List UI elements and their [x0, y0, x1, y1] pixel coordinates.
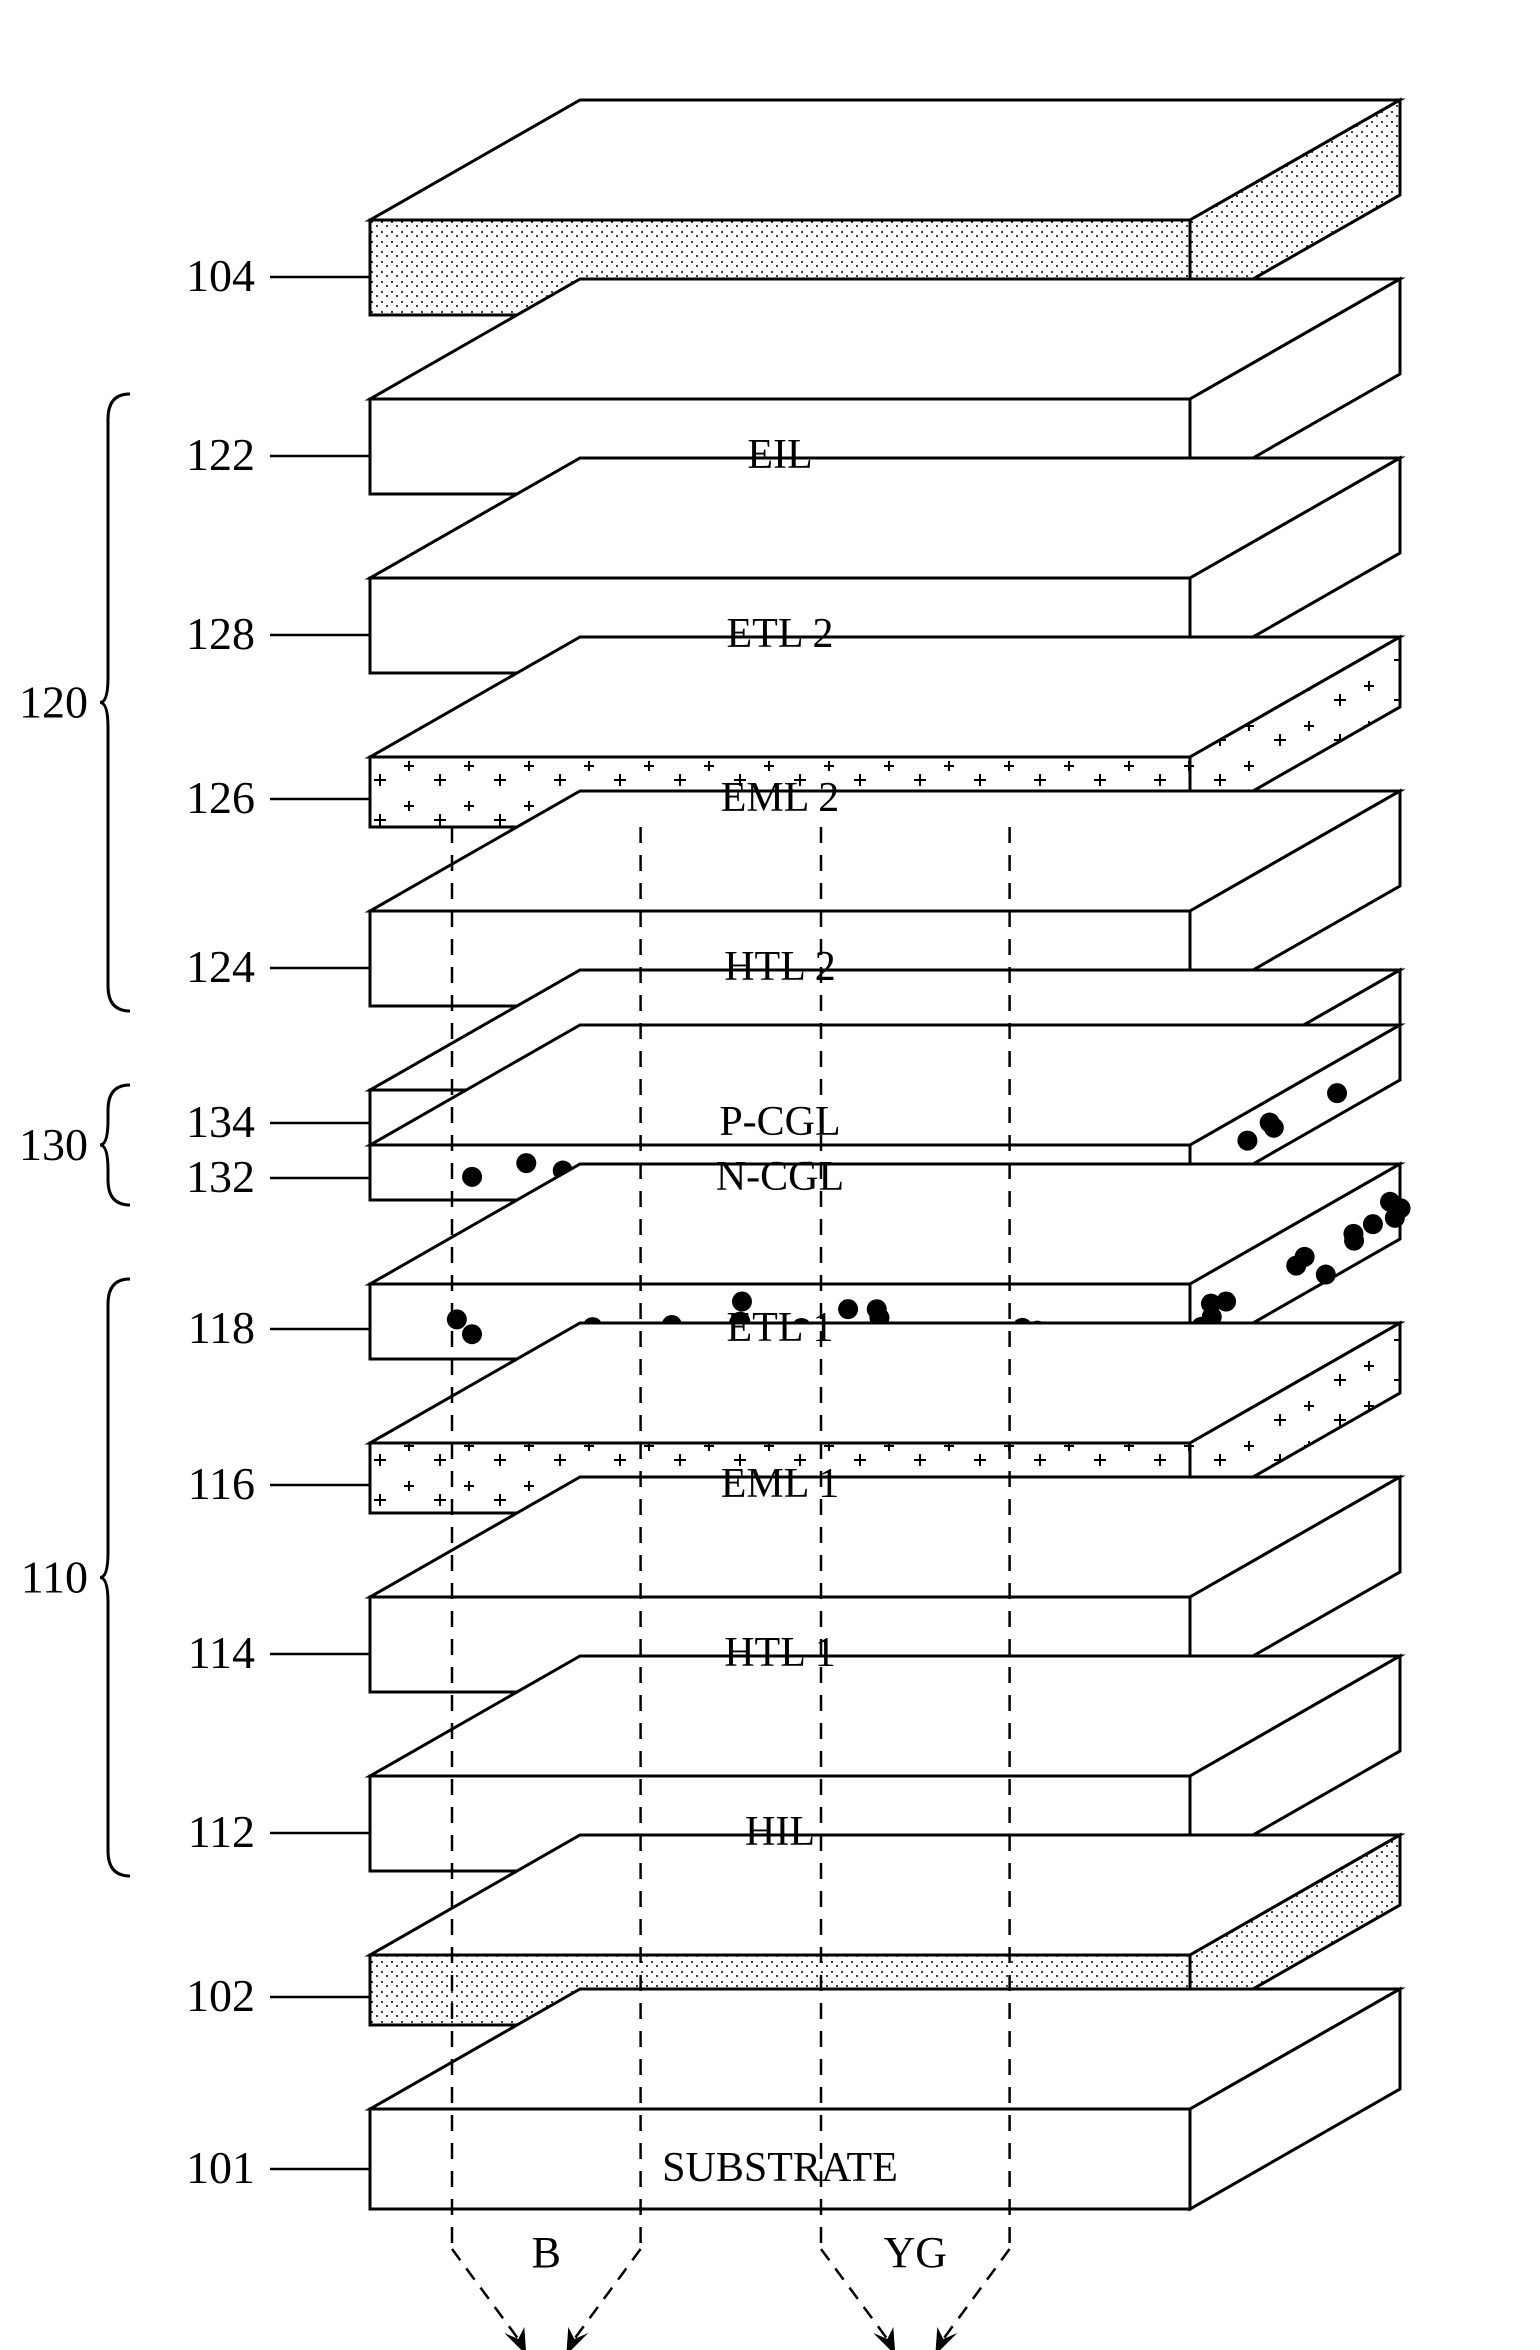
bottom-marker-YG: YG — [884, 2228, 948, 2277]
brace-120 — [100, 394, 130, 1011]
group-ref-120: 120 — [19, 677, 88, 728]
ref-122: 122 — [186, 429, 255, 480]
brace-110 — [100, 1279, 130, 1876]
layer-label-118: ETL 1 — [727, 1305, 834, 1351]
layer-label-132: N-CGL — [716, 1154, 844, 1200]
layer-label-112: HIL — [745, 1809, 815, 1855]
group-ref-130: 130 — [19, 1119, 88, 1170]
bottom-marker-B: B — [532, 2228, 561, 2277]
ref-102: 102 — [186, 1970, 255, 2021]
ref-134: 134 — [186, 1096, 255, 1147]
layer-label-122: EIL — [747, 432, 812, 478]
ref-118: 118 — [188, 1302, 255, 1353]
ref-114: 114 — [188, 1627, 255, 1678]
layer-label-101: SUBSTRATE — [662, 2145, 898, 2191]
ref-126: 126 — [186, 772, 255, 823]
ref-132: 132 — [186, 1151, 255, 1202]
ref-104: 104 — [186, 250, 255, 301]
ref-128: 128 — [186, 608, 255, 659]
ref-101: 101 — [186, 2142, 255, 2193]
layer-label-128: ETL 2 — [727, 611, 834, 657]
ref-116: 116 — [188, 1458, 255, 1509]
brace-130 — [100, 1085, 130, 1205]
group-ref-110: 110 — [21, 1552, 88, 1603]
layer-stack-diagram: 104 122 EIL 128 ETL 2 126 EML 2 124 HTL 2 134 P-CG… — [0, 0, 1540, 2350]
ref-124: 124 — [186, 941, 255, 992]
ref-112: 112 — [188, 1806, 255, 1857]
layer-label-134: P-CGL — [719, 1099, 840, 1145]
layer-label-114: HTL 1 — [724, 1630, 836, 1676]
layer-label-124: HTL 2 — [724, 944, 836, 990]
layer-label-126: EML 2 — [721, 775, 840, 821]
